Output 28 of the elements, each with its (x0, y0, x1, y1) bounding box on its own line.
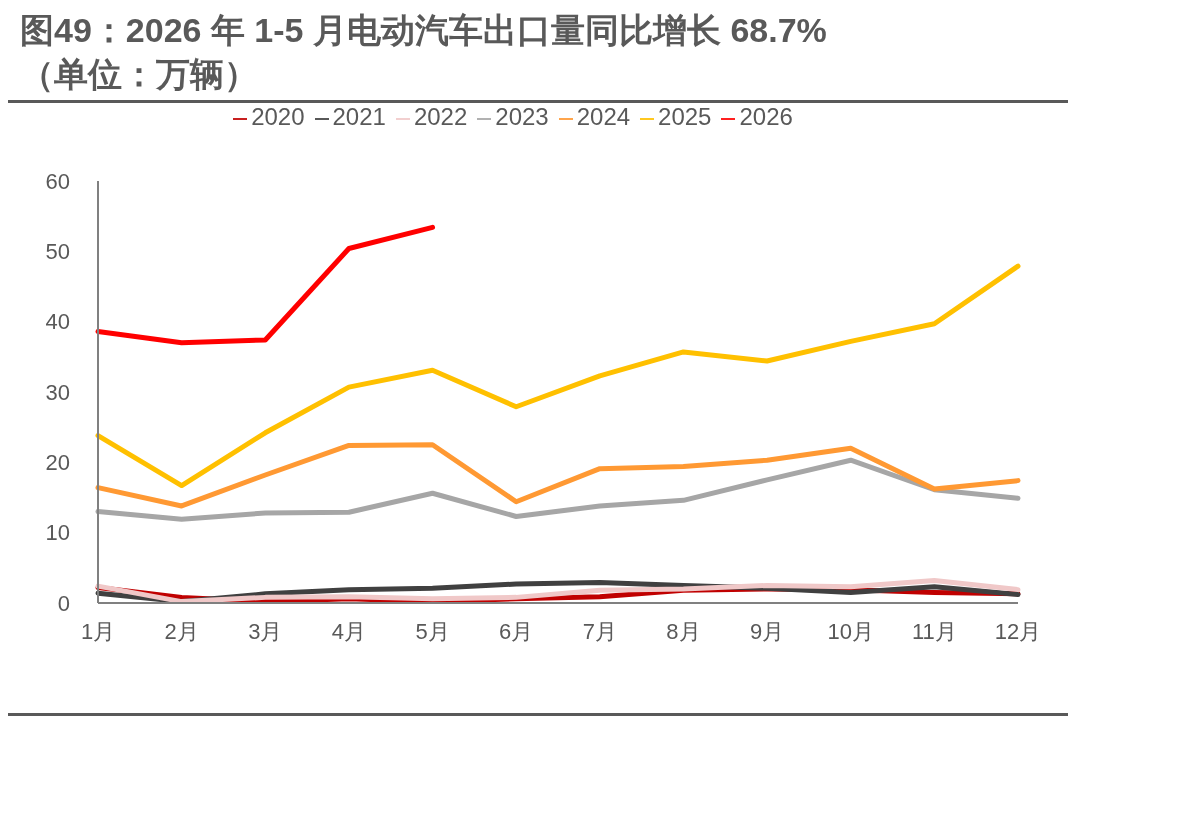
y-tick-label: 20 (45, 450, 70, 476)
x-tick-label: 4月 (331, 618, 367, 644)
x-tick-label: 2月 (164, 618, 199, 644)
y-tick-label: 50 (45, 239, 70, 265)
x-tick-label: 7月 (582, 618, 617, 644)
chart-title: 图49：2026 年 1-5 月电动汽车出口量同比增长 68.7% (20, 10, 828, 51)
chart-subtitle: （单位：万辆） (20, 54, 259, 95)
x-tick-label: 3月 (248, 618, 283, 644)
legend-label: 2026 (739, 103, 793, 130)
x-tick-label: 1月 (80, 618, 116, 644)
legend-label: 2021 (332, 103, 386, 130)
x-tick-label: 11月 (911, 618, 957, 644)
legend-label: 2023 (495, 103, 549, 130)
legend-label: 2022 (413, 103, 468, 130)
y-tick-label: 60 (45, 168, 70, 194)
x-tick-label: 6月 (499, 618, 534, 644)
x-tick-label: 8月 (666, 618, 701, 644)
legend-label: 2024 (576, 103, 631, 130)
y-tick-label: 40 (45, 309, 70, 335)
y-tick-label: 30 (45, 379, 70, 405)
legend-label: 2020 (251, 103, 305, 130)
x-tick-label: 12月 (994, 618, 1042, 644)
x-tick-label: 10月 (827, 618, 874, 644)
y-tick-label: 0 (57, 590, 70, 616)
y-tick-label: 10 (45, 520, 70, 546)
x-tick-label: 5月 (415, 618, 450, 644)
legend-label: 2025 (658, 103, 712, 130)
x-tick-label: 9月 (749, 618, 785, 644)
